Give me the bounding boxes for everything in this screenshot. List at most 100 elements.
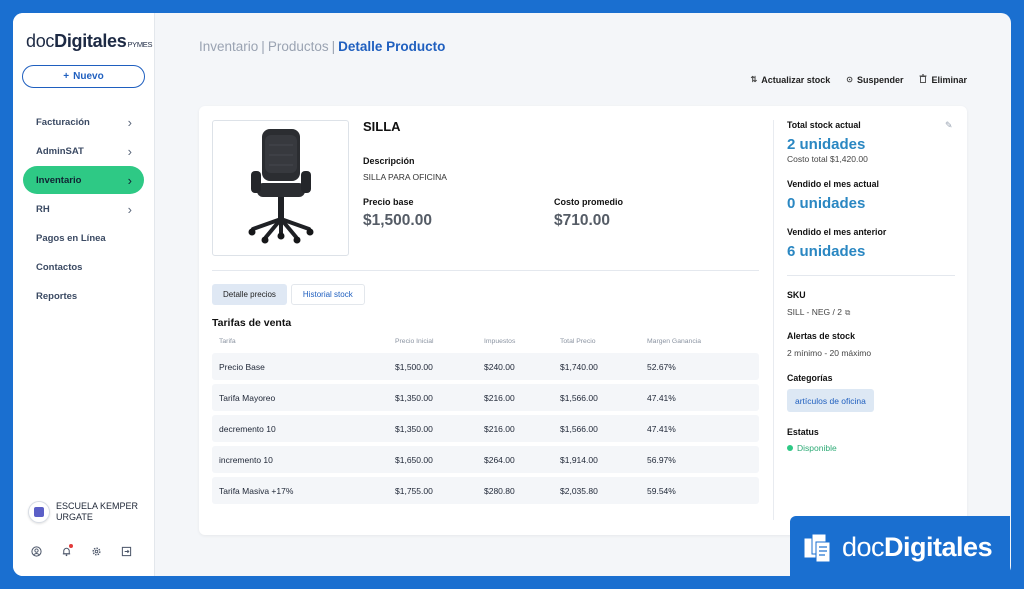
user-name-line2: URGATE [56, 512, 93, 522]
sku-value-row: SILL - NEG / 2 ⧉ [787, 307, 850, 318]
column-header: Margen Ganancia [647, 338, 702, 345]
categories-label: Categorías [787, 373, 833, 383]
product-image[interactable] [212, 120, 349, 256]
status-value: Disponible [797, 443, 837, 453]
table-cell: incremento 10 [219, 454, 273, 465]
table-cell: Tarifa Masiva +17% [219, 485, 294, 496]
table-row[interactable]: Precio Base $1,500.00 $240.00 $1,740.00 … [212, 353, 759, 380]
table-row[interactable]: Tarifa Masiva +17% $1,755.00 $280.80 $2,… [212, 477, 759, 504]
panel-divider [787, 275, 955, 276]
chevron-right-icon: › [127, 201, 132, 217]
gear-icon[interactable] [90, 545, 102, 557]
sold-month-label: Vendido el mes actual [787, 179, 879, 189]
suspend-button[interactable]: ⊙ Suspender [846, 74, 903, 85]
sidebar-item-label: Pagos en Línea [36, 232, 106, 244]
avg-cost-label: Costo promedio [554, 197, 623, 207]
table-cell: $1,350.00 [395, 392, 433, 403]
sliders-icon: ⇅ [750, 75, 758, 84]
new-button-label: Nuevo [73, 71, 104, 82]
table-cell: $240.00 [484, 361, 515, 372]
sidebar-nav: Facturación › AdminSAT › Inventario › RH… [23, 108, 144, 311]
table-row[interactable]: Tarifa Mayoreo $1,350.00 $216.00 $1,566.… [212, 384, 759, 411]
category-chip[interactable]: artículos de oficina [787, 389, 874, 412]
table-cell: $1,566.00 [560, 392, 598, 403]
user-name: ESCUELA KEMPER URGATE [56, 501, 146, 523]
table-cell: 47.41% [647, 423, 676, 434]
total-cost: Costo total $1,420.00 [787, 154, 868, 164]
sidebar-item-rh[interactable]: RH › [23, 195, 144, 223]
sidebar-item-label: AdminSAT [36, 145, 84, 157]
sidebar-item-facturacion[interactable]: Facturación › [23, 108, 144, 136]
logout-icon[interactable] [120, 545, 132, 557]
breadcrumb-current: Detalle Producto [338, 39, 446, 54]
table-row[interactable]: incremento 10 $1,650.00 $264.00 $1,914.0… [212, 446, 759, 473]
status-dot-icon [787, 445, 793, 451]
product-detail-card: SILLA Descripción SILLA PARA OFICINA Pre… [199, 106, 967, 535]
base-price-label: Precio base [363, 197, 414, 207]
table-cell: $1,650.00 [395, 454, 433, 465]
new-button[interactable]: + Nuevo [22, 65, 145, 88]
user-account[interactable]: ESCUELA KEMPER URGATE [28, 501, 146, 523]
sidebar-item-adminsat[interactable]: AdminSAT › [23, 137, 144, 165]
column-header: Tarifa [219, 338, 236, 345]
chevron-right-icon: › [127, 114, 132, 130]
sold-month-value: 0 unidades [787, 195, 866, 212]
notification-dot [69, 544, 73, 548]
sidebar-item-pagos[interactable]: Pagos en Línea [23, 224, 144, 252]
stock-alerts-label: Alertas de stock [787, 331, 855, 341]
table-cell: 56.97% [647, 454, 676, 465]
table-cell: Precio Base [219, 361, 265, 372]
table-cell: Tarifa Mayoreo [219, 392, 276, 403]
sku-label: SKU [787, 290, 806, 300]
breadcrumb-inventario[interactable]: Inventario [199, 39, 259, 54]
delete-label: Eliminar [931, 74, 967, 85]
sidebar-item-label: RH [36, 203, 50, 215]
user-name-line1: ESCUELA KEMPER [56, 501, 139, 511]
status-label: Estatus [787, 427, 819, 437]
sidebar: docDigitalesPYMES + Nuevo Facturación › … [13, 13, 155, 576]
table-cell: 59.54% [647, 485, 676, 496]
description-value: SILLA PARA OFICINA [363, 172, 447, 182]
office-chair-image [248, 129, 313, 244]
tab-historial-stock[interactable]: Historial stock [290, 284, 365, 305]
section-divider [212, 270, 759, 271]
table-cell: $1,500.00 [395, 361, 433, 372]
sidebar-item-reportes[interactable]: Reportes [23, 282, 144, 310]
suspend-label: Suspender [856, 74, 904, 85]
total-stock-label: Total stock actual [787, 120, 861, 130]
vertical-divider [773, 120, 774, 520]
app-logo[interactable]: docDigitalesPYMES [26, 31, 153, 51]
avatar [28, 501, 50, 523]
sidebar-item-contactos[interactable]: Contactos [23, 253, 144, 281]
delete-button[interactable]: Eliminar [919, 74, 967, 85]
sidebar-item-label: Reportes [36, 290, 78, 302]
user-circle-icon[interactable] [30, 545, 42, 557]
documents-icon [803, 533, 831, 562]
column-header: Total Precio [560, 338, 596, 345]
pencil-icon[interactable]: ✎ [945, 120, 953, 130]
chevron-right-icon: › [127, 143, 132, 159]
bell-icon[interactable] [60, 544, 73, 557]
table-cell: 52.67% [647, 361, 676, 372]
sidebar-footer-icons [30, 544, 132, 557]
avg-cost-value: $710.00 [554, 212, 611, 229]
column-header: Impuestos [484, 338, 516, 345]
stock-alerts-value: 2 mínimo - 20 máximo [787, 348, 872, 358]
table-cell: $1,350.00 [395, 423, 433, 434]
table-cell: $2,035.80 [560, 485, 598, 496]
tarifas-table: Tarifa Precio Inicial Impuestos Total Pr… [212, 334, 759, 504]
copy-icon[interactable]: ⧉ [844, 308, 851, 317]
breadcrumb-productos[interactable]: Productos [267, 39, 329, 54]
product-name: SILLA [363, 119, 401, 134]
app-window: docDigitalesPYMES + Nuevo Facturación › … [13, 13, 1011, 576]
base-price-value: $1,500.00 [363, 212, 432, 229]
chevron-right-icon: › [127, 172, 132, 188]
description-label: Descripción [363, 156, 415, 166]
update-stock-button[interactable]: ⇅ Actualizar stock [751, 74, 831, 85]
docdigitales-brand-badge: docDigitales [790, 516, 1010, 579]
table-row[interactable]: decremento 10 $1,350.00 $216.00 $1,566.0… [212, 415, 759, 442]
sidebar-item-inventario[interactable]: Inventario › [23, 166, 144, 194]
status-badge: Disponible [787, 443, 837, 453]
pause-circle-icon: ⊙ [846, 75, 853, 84]
tab-detalle-precios[interactable]: Detalle precios [212, 284, 287, 305]
